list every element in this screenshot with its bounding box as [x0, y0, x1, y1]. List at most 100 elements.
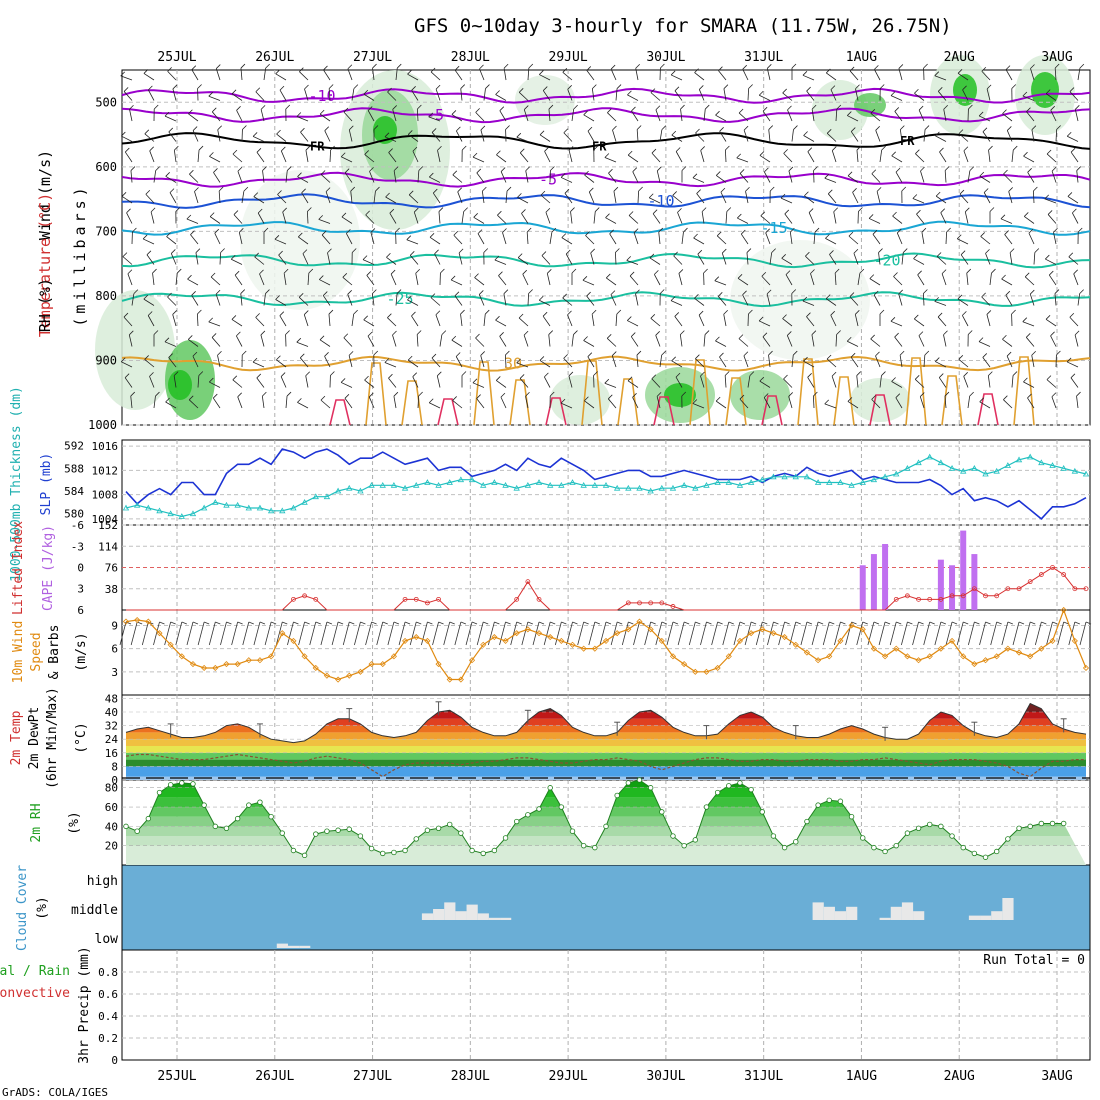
rh-point [424, 827, 431, 833]
wind-barb-flag [940, 208, 946, 213]
rh-point [860, 835, 866, 841]
wind-barb-flag [209, 212, 215, 217]
wind-barb [408, 134, 419, 142]
wind-barb [167, 296, 177, 306]
thickness-point [837, 479, 844, 485]
wind-barb-flag [300, 127, 305, 133]
wind-barb-flag [1056, 350, 1061, 356]
rh-point [960, 844, 966, 851]
wind-speed-point [335, 676, 342, 683]
wind-barb [236, 110, 243, 122]
ylabel-10m-wind: 10m Wind [11, 621, 26, 684]
wind-barb [259, 273, 265, 286]
wind-barb [700, 150, 705, 163]
rh-point [391, 849, 397, 856]
wind-barb [123, 316, 133, 327]
rh-point [614, 792, 620, 799]
wind-barb-flag [825, 234, 830, 239]
rh-moisture-area [240, 170, 360, 310]
thickness-point [1038, 459, 1045, 466]
wind-barb [194, 191, 199, 204]
ylabel-temperature: Temperature (°C) [36, 193, 54, 338]
thickness-point [993, 467, 1000, 474]
wind-barb-flag [1002, 334, 1007, 340]
wind-barb [967, 396, 971, 409]
surface-wind-barb-flag [527, 621, 534, 625]
lifted-index-point [637, 600, 642, 606]
wind-barb [539, 74, 551, 81]
wind-barb [276, 133, 287, 142]
surface-wind-barb [588, 621, 596, 646]
thickness-tick-label: 580 [64, 508, 84, 521]
wind-barb [263, 68, 267, 81]
rh-point [927, 821, 933, 828]
wind-barb-flag [194, 187, 199, 192]
temp-band [126, 752, 1086, 760]
wind-barb-flag [429, 233, 435, 238]
surface-wind-barb-flag [1063, 621, 1069, 625]
wind-barb [297, 402, 309, 409]
wind-barb-flag [876, 187, 882, 192]
surface-wind-barb [956, 621, 964, 646]
wind-barb [894, 111, 903, 122]
wind-barb-flag [590, 248, 595, 254]
wind-barb-flag [692, 399, 698, 404]
slp-tick-label: 1004 [92, 513, 119, 526]
cape-bar [937, 559, 944, 610]
wind-barb-flag [830, 310, 836, 316]
wind-barb-flag [353, 309, 358, 315]
wind-barb-flag [891, 151, 896, 157]
wind-barb-flag [631, 332, 636, 337]
wind-speed-point [725, 653, 732, 660]
wind-barb [212, 397, 221, 409]
wind-barb [175, 273, 178, 286]
surface-wind-barb [878, 621, 886, 646]
wind-barb [452, 400, 463, 409]
wind-barb [384, 362, 397, 368]
wind-barb [806, 316, 815, 327]
wind-barb [548, 334, 551, 347]
wind-barb [890, 95, 903, 101]
thickness-point [759, 476, 766, 483]
surface-wind-barb [376, 621, 384, 646]
isotherm-label: -10 [647, 192, 674, 210]
wind-barb-flag [216, 64, 221, 69]
wind-barb-flag [568, 146, 574, 151]
wind-barb [768, 355, 771, 368]
surface-wind-barb [309, 621, 317, 646]
wind-barb [1003, 399, 1013, 409]
wind-barb-flag [435, 84, 441, 90]
wind-barb [545, 212, 551, 224]
wind-barb [431, 357, 441, 368]
wind-barb [960, 254, 969, 265]
cloud-block [834, 911, 847, 920]
wind-barb [872, 234, 881, 245]
rh-tick-label: 40 [105, 820, 118, 833]
wind-barb [570, 211, 573, 224]
wind-barb-flag [957, 294, 963, 300]
surface-wind-barb-flag [750, 621, 757, 625]
wind-speed-point [1038, 645, 1045, 652]
wind-barb-flag [393, 391, 399, 397]
wind-barb-flag [920, 166, 925, 172]
cape-tick-label: 152 [98, 519, 118, 532]
wind-barb-flag [232, 149, 238, 155]
surface-wind-barb [153, 621, 160, 646]
wind-barb [480, 129, 485, 142]
wind-barb [152, 273, 155, 286]
wind-barb [830, 89, 837, 101]
wind-barb-flag [655, 331, 660, 336]
surface-wind-barb-flag [672, 621, 679, 625]
wind-barb-flag [430, 67, 436, 73]
wind-barb [302, 253, 309, 265]
wind-barb [372, 68, 375, 81]
wind-barb [525, 396, 529, 409]
surface-wind-barb [253, 621, 261, 646]
wind-barb-flag [498, 271, 503, 276]
wind-barb [344, 172, 353, 183]
wind-barb-flag [879, 84, 885, 89]
wind-barb [835, 109, 838, 122]
wind-barb [674, 316, 683, 327]
wind-barb [1002, 338, 1013, 347]
temp-tick-label: 8 [111, 760, 118, 773]
